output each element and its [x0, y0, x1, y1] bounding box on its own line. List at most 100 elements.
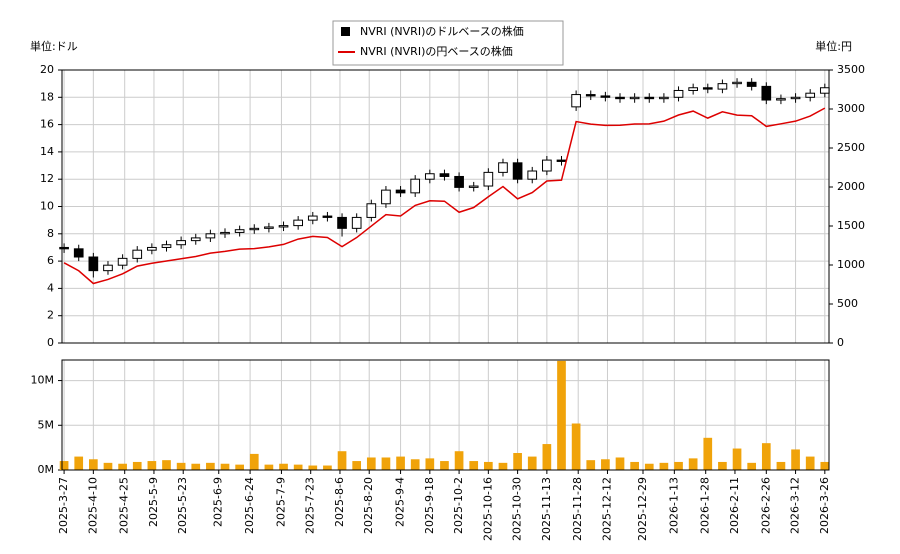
- x-tick-label: 2025-4-25: [118, 477, 131, 534]
- y-tick-label: 8: [47, 227, 54, 240]
- volume-bar: [352, 461, 362, 470]
- volume-bar: [440, 461, 449, 470]
- y2-tick-label: 3500: [837, 63, 865, 76]
- volume-bar: [761, 443, 771, 470]
- y-tick-label: 2: [47, 309, 54, 322]
- x-tick-label: 2026-1-13: [667, 477, 680, 534]
- y-tick-label: 16: [40, 118, 54, 131]
- y2-tick-label: 2000: [837, 180, 865, 193]
- x-tick-label: 2025-11-28: [571, 477, 584, 541]
- volume-bar: [718, 461, 727, 470]
- volume-bar: [425, 458, 435, 470]
- candle-body: [176, 240, 186, 246]
- volume-bar: [469, 461, 479, 470]
- volume-bar: [337, 451, 347, 470]
- volume-bar: [703, 437, 713, 470]
- candle-body: [234, 229, 245, 233]
- x-tick-label: 2025-4-10: [86, 477, 99, 534]
- candle-body: [307, 215, 318, 221]
- candle-body: [776, 98, 786, 101]
- volume-bar: [484, 461, 493, 470]
- candle-body: [454, 175, 464, 188]
- volume-bar: [74, 456, 84, 470]
- candle-body: [381, 189, 391, 205]
- candle-body: [542, 159, 552, 172]
- volume-bar: [615, 457, 625, 470]
- candle-body: [410, 178, 421, 194]
- volume-bar: [147, 461, 157, 470]
- volume-bar: [791, 449, 800, 470]
- x-tick-label: 2025-9-18: [423, 477, 436, 534]
- volume-bar: [59, 461, 69, 470]
- x-tick-label: 2025-10-30: [511, 477, 524, 541]
- candle-body: [483, 171, 494, 187]
- volume-frame: [61, 359, 830, 471]
- candle-body: [571, 94, 581, 108]
- x-tick-label: 2026-2-26: [759, 477, 772, 534]
- legend-label: NVRI (NVRI)の円ベースの株価: [360, 44, 513, 58]
- volume-bar: [820, 461, 830, 470]
- volume-bar: [747, 462, 757, 470]
- volume-bar: [557, 360, 566, 470]
- candle-body: [615, 96, 625, 100]
- volume-bar: [191, 463, 201, 470]
- candle-body: [805, 92, 816, 98]
- volume-bar: [264, 464, 274, 470]
- candle-body: [117, 257, 128, 266]
- candle-body: [717, 83, 728, 90]
- candle-body: [147, 246, 157, 251]
- y-tick-label: 6: [47, 254, 54, 267]
- y-tick-label: 14: [40, 145, 54, 158]
- candle-body: [205, 233, 216, 239]
- volume-bar: [527, 456, 537, 470]
- volume-bar: [454, 451, 464, 470]
- candle-body: [498, 162, 508, 173]
- volume-bar: [586, 460, 596, 470]
- volume-bar: [396, 456, 405, 470]
- y-tick-label: 10: [40, 200, 54, 213]
- candle-body: [190, 237, 201, 242]
- x-tick-label: 2025-11-13: [540, 477, 553, 541]
- volume-bar: [513, 453, 522, 470]
- candle-body: [512, 162, 523, 180]
- x-tick-label: 2025-7-23: [304, 477, 317, 534]
- y2-tick-label: 500: [837, 297, 858, 310]
- y2-unit: 単位:円: [815, 39, 852, 53]
- candle-body: [322, 215, 333, 218]
- x-tick-label: 2025-9-4: [394, 477, 407, 527]
- x-tick-label: 2025-10-2: [452, 477, 465, 534]
- volume-bar: [571, 423, 581, 470]
- volume-bar: [630, 461, 639, 470]
- volume-bar: [293, 464, 303, 470]
- volume-bar: [206, 462, 215, 470]
- candle-body: [220, 231, 230, 235]
- volume-bar: [103, 462, 113, 470]
- candle-body: [337, 216, 347, 229]
- candle-body: [746, 81, 757, 87]
- legend-swatch: [341, 27, 350, 36]
- volume-bar: [659, 462, 669, 470]
- candle-body: [132, 249, 143, 259]
- volume-tick-label: 10M: [31, 374, 55, 387]
- x-tick-label: 2025-5-9: [147, 477, 160, 527]
- x-tick-label: 2026-3-12: [789, 477, 802, 534]
- volume-bar: [323, 465, 332, 470]
- candle-body: [600, 95, 611, 98]
- candle-body: [264, 226, 274, 229]
- x-tick-label: 2025-3-27: [57, 477, 70, 534]
- y-unit: 単位:ドル: [30, 39, 78, 53]
- volume-bar: [732, 448, 742, 470]
- volume-bar: [674, 461, 683, 470]
- candle-body: [819, 87, 830, 94]
- y2-tick-label: 3000: [837, 102, 865, 115]
- x-tick-label: 2026-1-28: [699, 477, 712, 534]
- volume-bar: [644, 463, 654, 470]
- candle-body: [59, 246, 69, 250]
- volume-bar: [688, 458, 698, 470]
- y2-tick-label: 2500: [837, 141, 865, 154]
- candle-body: [468, 185, 479, 188]
- volume-bar: [498, 462, 508, 470]
- x-tick-label: 2025-8-20: [362, 477, 375, 534]
- volume-bar: [118, 463, 127, 470]
- candle-body: [424, 173, 435, 180]
